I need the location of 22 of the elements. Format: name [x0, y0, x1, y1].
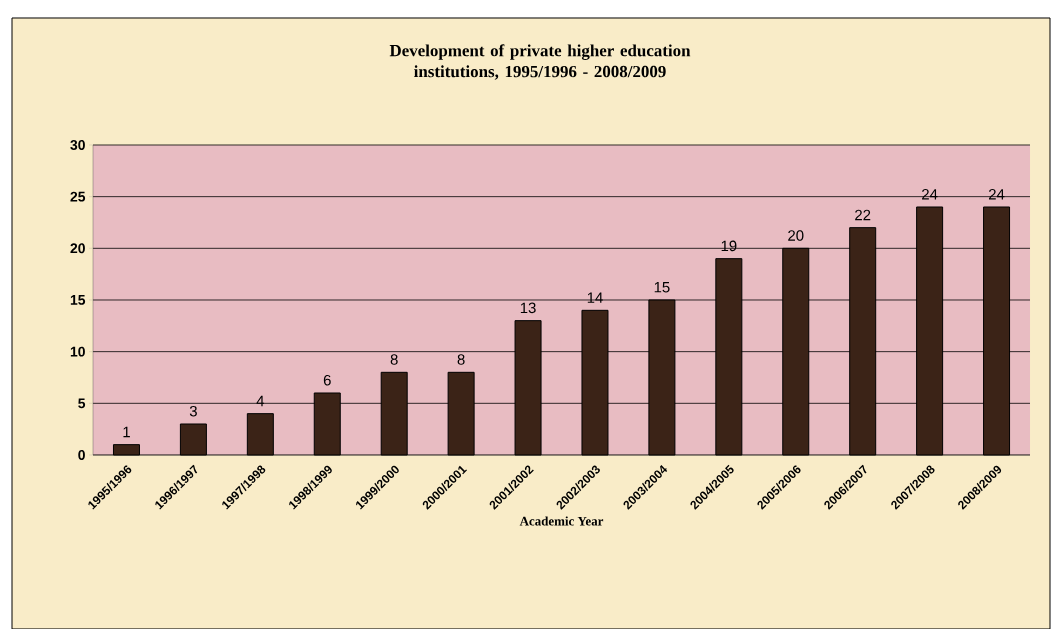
y-tick-label: 30 — [70, 140, 85, 150]
y-tick-label: 0 — [78, 450, 85, 460]
bar — [179, 423, 207, 456]
y-tick-label: 5 — [78, 398, 86, 409]
data-label: 13 — [520, 302, 536, 314]
data-label: 8 — [390, 354, 398, 365]
data-label: 20 — [788, 230, 804, 241]
y-tick-label: 25 — [70, 191, 86, 202]
y-tick-label: 15 — [70, 295, 86, 305]
data-label: 6 — [323, 374, 331, 386]
data-label: 22 — [855, 209, 871, 221]
data-label: 1 — [123, 426, 130, 438]
bar — [246, 413, 274, 456]
y-tick-label: 10 — [70, 346, 85, 357]
data-label: 15 — [654, 282, 670, 293]
x-axis-title: Academic Year — [519, 516, 604, 526]
data-label: 3 — [189, 405, 197, 417]
y-tick-label: 20 — [70, 243, 85, 254]
bar — [112, 444, 140, 456]
data-label: 14 — [587, 292, 603, 303]
chart-title: Development of private higher education institutions, 1995/1996 - 2008/2009 — [389, 44, 691, 80]
data-label: 8 — [457, 354, 465, 365]
